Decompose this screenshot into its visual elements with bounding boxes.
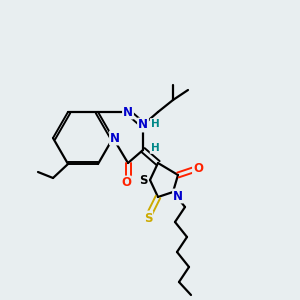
Text: O: O <box>193 161 203 175</box>
Text: N: N <box>110 131 120 145</box>
Text: S: S <box>139 173 147 187</box>
Text: H: H <box>151 119 159 129</box>
Text: O: O <box>121 176 131 190</box>
Text: S: S <box>144 212 152 224</box>
Text: N: N <box>138 118 148 131</box>
Text: N: N <box>123 106 133 118</box>
Text: N: N <box>173 190 183 202</box>
Text: H: H <box>151 143 159 153</box>
